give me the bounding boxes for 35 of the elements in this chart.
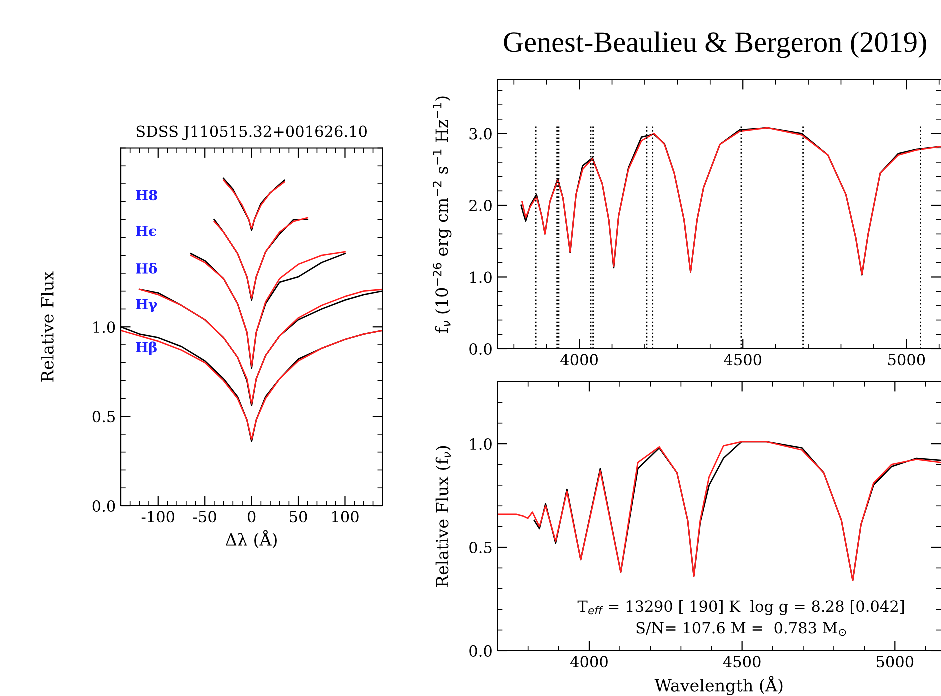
- x-tick-label: 4500: [723, 656, 761, 668]
- y-tick-label: 1.0: [470, 272, 492, 284]
- x-tick-label: -50: [193, 511, 216, 523]
- x-tick-label: 4000: [560, 354, 598, 366]
- y-tick-label: 3.0: [470, 128, 492, 140]
- x-axis-title: Δλ (Å): [226, 530, 277, 548]
- annotation: Hδ: [136, 263, 158, 274]
- y-tick-label: 0.0: [470, 343, 492, 355]
- y-tick-label: 0.0: [470, 645, 492, 657]
- x-tick-label: 5000: [877, 656, 914, 668]
- annotation: Hβ: [136, 342, 157, 356]
- y-axis-title: Relative Flux: [41, 272, 54, 382]
- text: f$_{ν}$ (10$^{−26}$ erg cm$^{−2}$ s$^{−1}$ Hz$^{−1}$): [432, 96, 452, 334]
- x-tick-label: -100: [142, 511, 175, 523]
- y-tick-label: 1.0: [94, 322, 116, 334]
- x-tick-label: 100: [332, 511, 359, 523]
- annotation: T$_{eff}$ = 13290 [ 190] K log g = 8.28 [0.042]: [578, 600, 904, 616]
- text: Genest-Beaulieu & Bergeron (2019): [504, 32, 926, 58]
- annotation: H8: [136, 190, 158, 201]
- chart-title: SDSS J110515.32+001626.10: [136, 126, 367, 140]
- y-tick-label: 0.5: [92, 411, 115, 423]
- x-tick-label: 4500: [724, 354, 762, 366]
- y-tick-label: 0.0: [92, 500, 116, 512]
- y-tick-label: 2.0: [470, 200, 492, 212]
- x-axis-title: Wavelength (Å): [654, 676, 783, 696]
- annotation: S/N= 107.6 M = 0.783 M$_{⊙}$: [636, 622, 846, 636]
- x-tick-label: 0: [248, 511, 256, 523]
- x-tick-label: 50: [290, 511, 308, 523]
- annotation: Hγ: [136, 299, 158, 312]
- y-tick-label: 1.0: [470, 438, 492, 450]
- annotation: Hϵ: [136, 226, 156, 236]
- y-axis-title: Relative Flux (f$_{ν}$): [436, 446, 452, 588]
- x-tick-label: 4000: [570, 656, 608, 668]
- y-tick-label: 0.5: [470, 542, 492, 554]
- x-tick-label: 5000: [888, 354, 926, 366]
